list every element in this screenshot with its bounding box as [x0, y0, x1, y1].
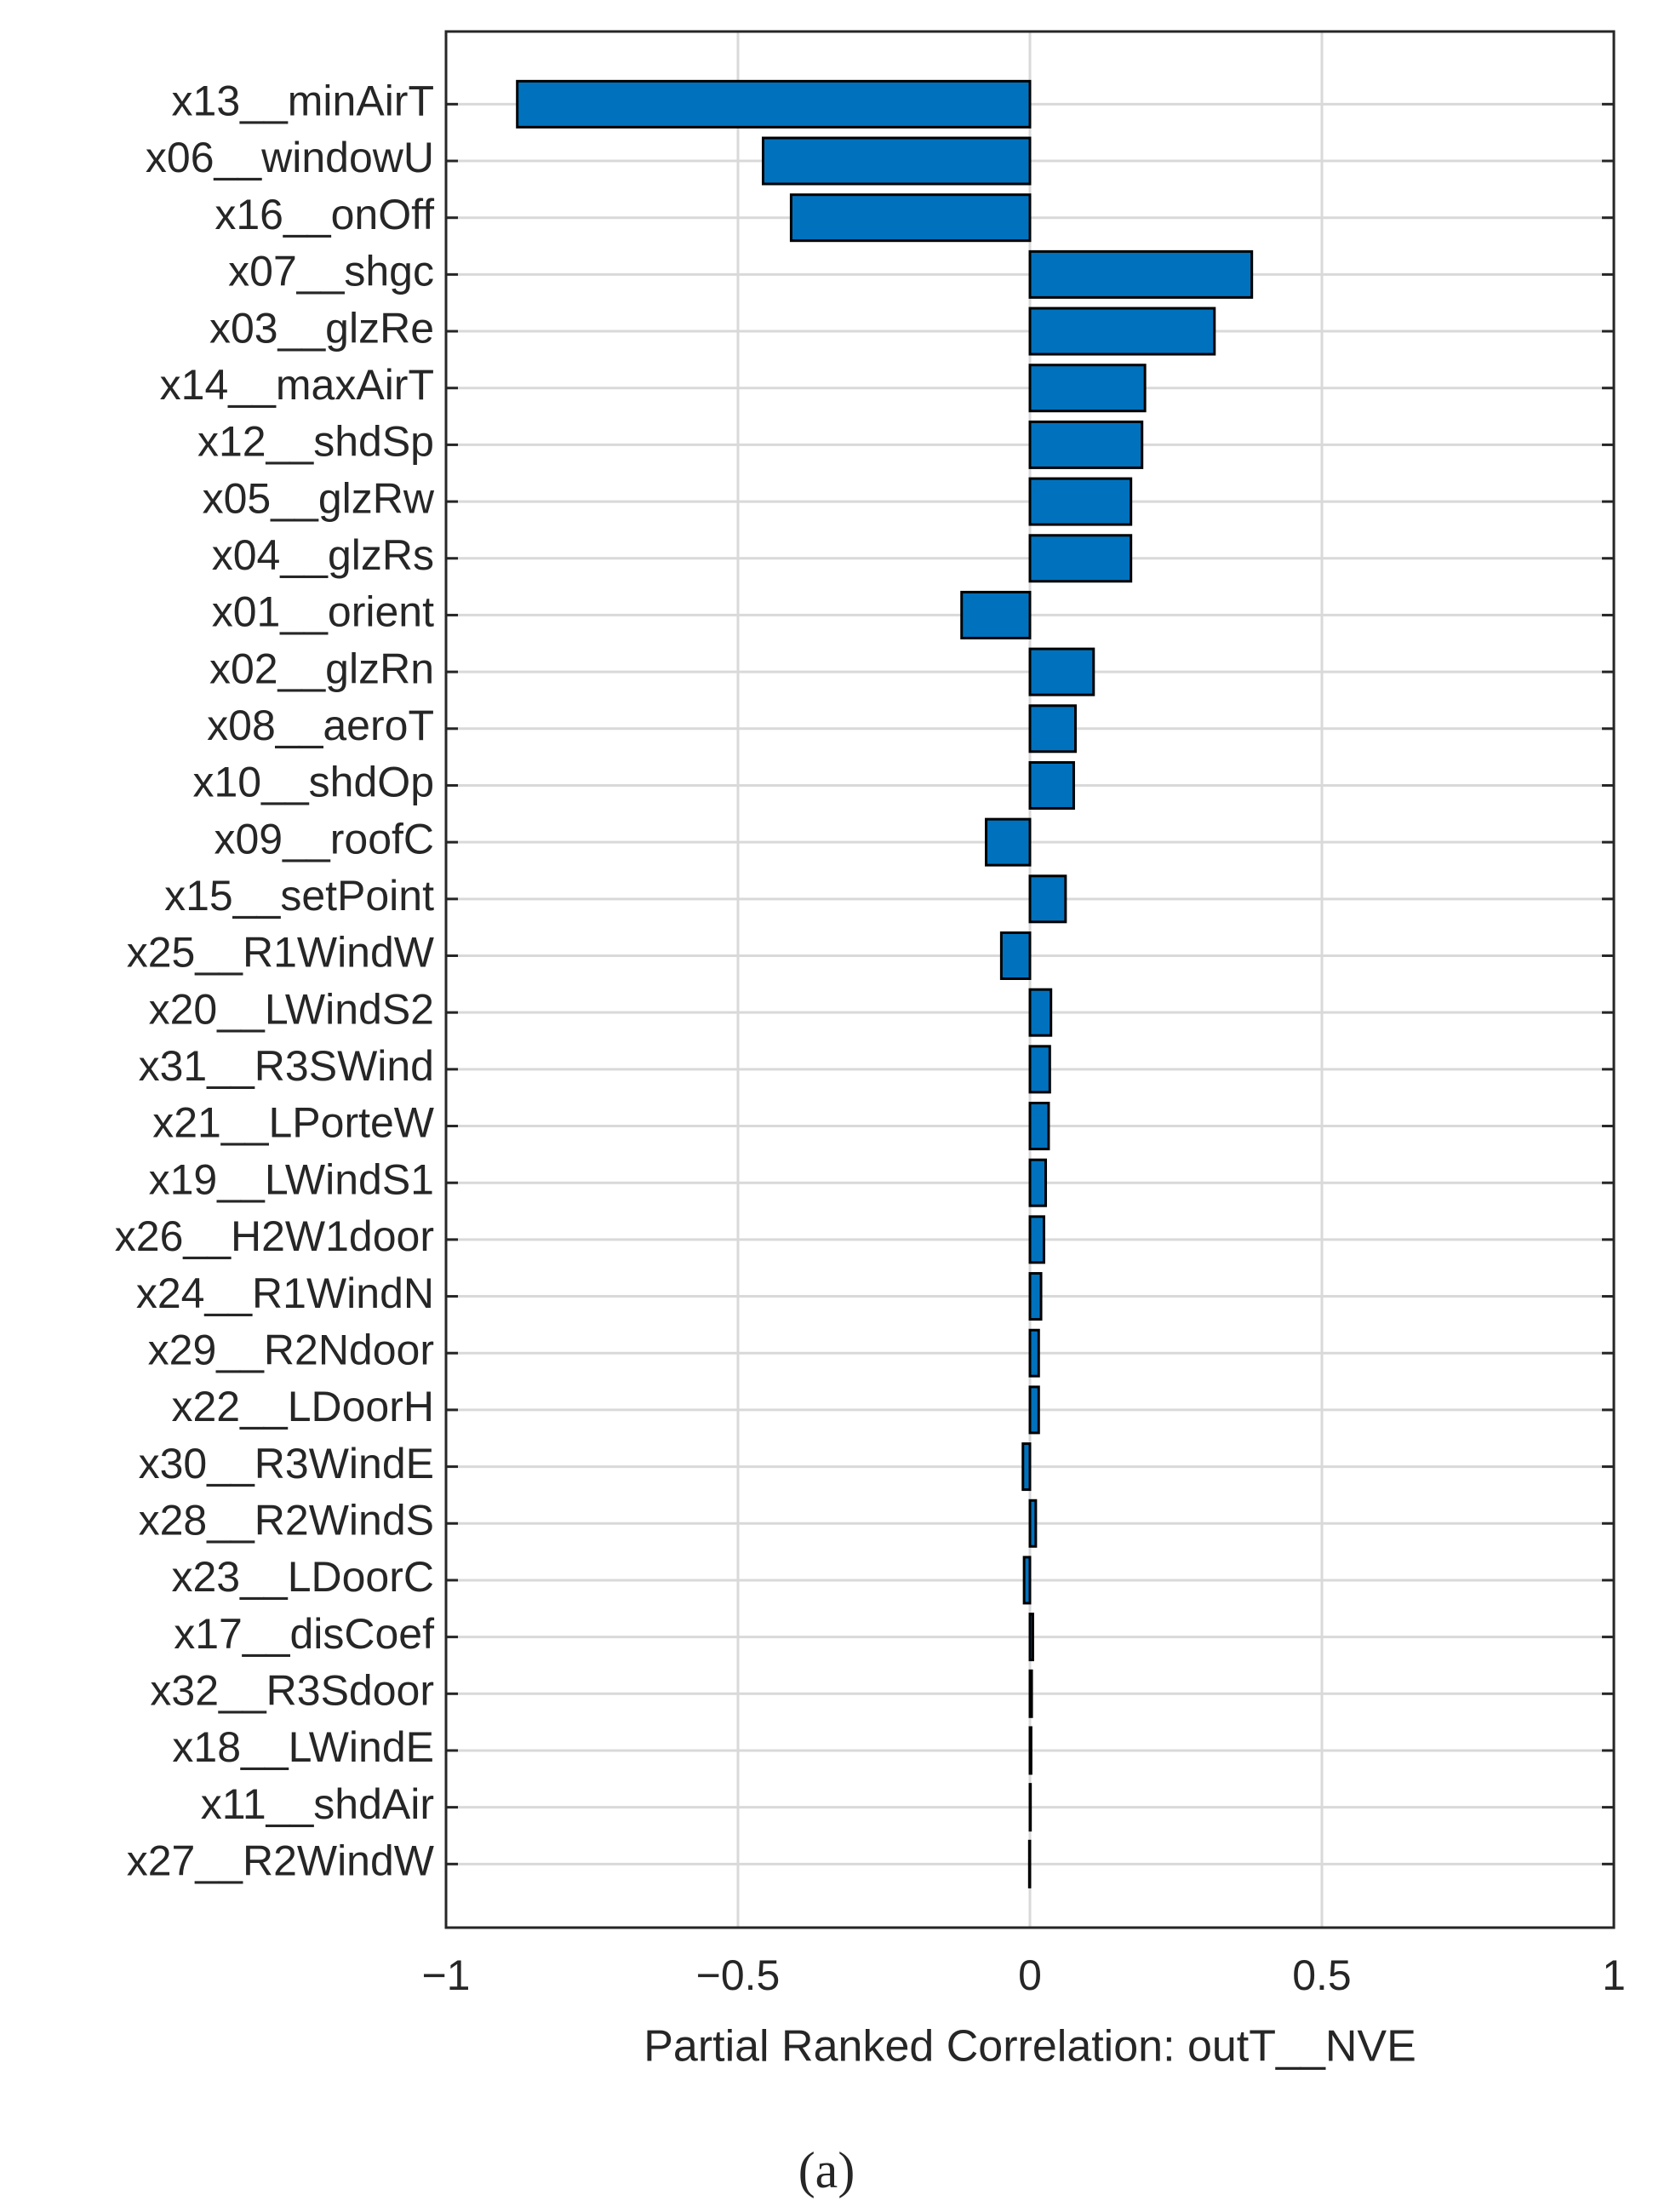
y-tick-label: x20__LWindS2 [149, 985, 434, 1033]
x-tick-label: −0.5 [696, 1951, 781, 1999]
y-tick-label: x27__R2WindW [127, 1837, 435, 1885]
bar [1028, 647, 1095, 696]
bar [1028, 1613, 1034, 1662]
y-tick-label: x01__orient [212, 588, 434, 636]
bar [516, 79, 1032, 129]
bar [960, 590, 1032, 639]
x-tick-label: −1 [421, 1951, 470, 1999]
y-tick-label: x28__R2WindS [139, 1496, 434, 1544]
y-tick-label: x17__disCoef [174, 1610, 434, 1658]
bar [1028, 1783, 1032, 1832]
y-tick-label: x05__glzRw [203, 474, 435, 522]
bar [1028, 988, 1053, 1037]
bar [1021, 1442, 1032, 1492]
y-tick-label: x23__LDoorC [171, 1553, 434, 1601]
y-tick-label: x04__glzRs [212, 531, 434, 579]
bar [1028, 1385, 1040, 1435]
bar [1028, 760, 1075, 810]
y-tick-label: x24__R1WindN [136, 1269, 434, 1317]
y-tick-label: x13__minAirT [172, 77, 434, 125]
y-tick-label: x31__R3SWind [139, 1042, 434, 1090]
y-tick-label: x09__roofC [214, 815, 435, 862]
y-tick-label: x12__shdSp [197, 418, 434, 466]
y-tick-label: x15__setPoint [164, 872, 434, 920]
bar [1028, 307, 1216, 356]
bar [1028, 534, 1133, 583]
bar [761, 136, 1032, 186]
caption: (a) [798, 2142, 855, 2198]
y-tick-label: x02__glzRn [209, 645, 434, 692]
bar [1028, 874, 1067, 924]
y-tick-label: x11__shdAir [201, 1780, 434, 1828]
y-tick-label: x19__LWindS1 [149, 1155, 434, 1203]
x-tick-label: 0.5 [1292, 1951, 1352, 1999]
bar [789, 193, 1032, 243]
bar [1022, 1556, 1032, 1605]
bar [999, 931, 1032, 980]
y-tick-label: x16__onOff [214, 191, 434, 238]
bar [1028, 1328, 1040, 1378]
bar [985, 817, 1032, 867]
y-tick-label: x30__R3WindE [139, 1440, 434, 1487]
x-tick-label: 0 [1018, 1951, 1042, 1999]
x-tick-label: 1 [1602, 1951, 1626, 1999]
y-tick-label: x21__LPorteW [152, 1099, 435, 1147]
y-tick-label: x03__glzRe [209, 304, 434, 352]
y-tick-label: x08__aeroT [207, 702, 434, 749]
y-tick-label: x22__LDoorH [171, 1383, 434, 1430]
bar [1028, 1158, 1048, 1207]
bar [1028, 420, 1144, 469]
bar [1028, 1272, 1043, 1321]
bar [1028, 477, 1133, 526]
y-tick-label: x29__R2Ndoor [148, 1326, 434, 1373]
y-tick-label: x25__R1WindW [127, 929, 435, 977]
bar [1028, 249, 1254, 299]
y-tick-label: x18__LWindE [172, 1723, 434, 1771]
bar [1028, 1669, 1033, 1718]
bar [1028, 1215, 1045, 1264]
y-tick-label: x06__windowU [146, 134, 434, 181]
bar [1028, 1045, 1051, 1094]
y-tick-label: x10__shdOp [192, 759, 434, 806]
bar [1027, 1839, 1032, 1888]
bar [1028, 1726, 1032, 1775]
bar [1028, 1499, 1038, 1548]
bar [1028, 364, 1147, 413]
y-tick-label: x14__maxAirT [160, 361, 434, 409]
plot-frame [444, 30, 1616, 1929]
x-axis-label: Partial Ranked Correlation: outT__NVE [643, 2022, 1416, 2072]
y-tick-label: x32__R3Sdoor [150, 1666, 434, 1714]
bar [1028, 704, 1078, 754]
y-tick-label: x07__shgc [228, 248, 434, 295]
y-tick-label: x26__H2W1door [115, 1212, 434, 1260]
bar [1028, 1102, 1050, 1151]
